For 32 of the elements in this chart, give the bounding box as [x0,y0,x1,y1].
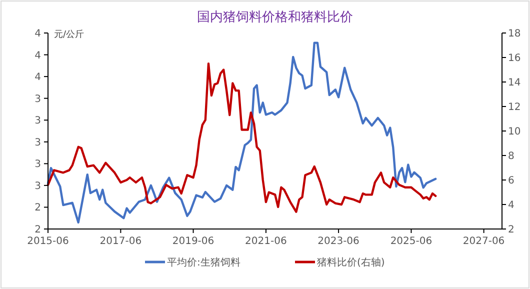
y-tick-label: 4 [34,28,41,40]
y-tick-label: 2 [34,202,41,214]
legend-label: 猪料比价(右轴) [317,256,385,268]
y-tick-label: 3 [34,94,41,105]
y-tick-label: 2 [34,224,41,236]
y2-tick-label: 18 [508,28,521,40]
y-tick-label: 4 [34,50,41,62]
y2-tick-label: 12 [508,102,521,113]
line-series [46,42,437,224]
y-tick-label: 3 [34,159,41,170]
y2-tick-label: 14 [508,78,521,88]
x-tick-label: 2015-06 [27,236,69,247]
y2-tick-label: 16 [508,53,521,64]
x-tick-label: 2023-06 [318,236,360,247]
legend-label: 平均价:生猪饲料 [167,256,240,268]
x-tick-label: 2019-06 [172,236,214,247]
line-series [46,62,437,213]
x-tick-label: 2017-06 [100,236,142,247]
y-tick-label: 3 [34,180,41,192]
y-tick-label: 3 [34,137,41,148]
y-tick-label: 3 [34,116,41,127]
x-tick-label: 2021-06 [245,236,287,247]
y2-tick-label: 2 [508,224,514,236]
y-axis-title: 元/公斤 [54,29,84,40]
y2-tick-label: 6 [508,176,514,186]
x-tick-label: 2027-06 [462,236,505,247]
y-tick-label: 4 [34,72,41,84]
y2-tick-label: 10 [508,126,521,138]
chart-title: 国内猪饲料价格和猪料比价 [197,10,353,25]
x-tick-label: 2025-06 [390,236,432,247]
y2-tick-label: 8 [508,151,514,162]
y2-tick-label: 4 [508,200,514,211]
